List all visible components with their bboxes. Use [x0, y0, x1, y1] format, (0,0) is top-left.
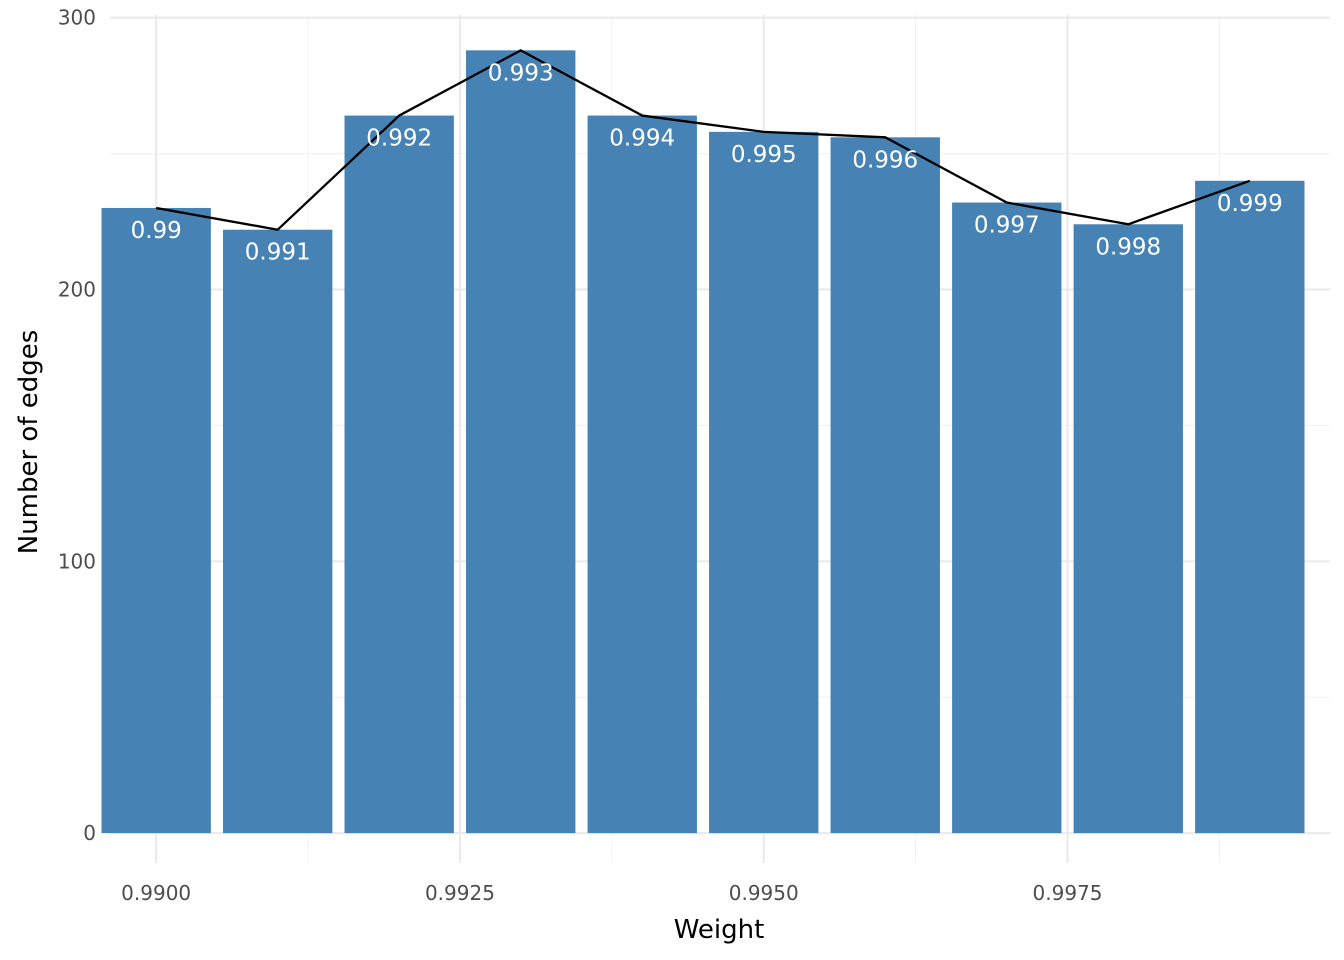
bar-value-label: 0.991	[245, 240, 311, 266]
trend-line-layer	[155, 49, 1251, 231]
bar	[830, 137, 940, 834]
x-tick-label: 0.9975	[1033, 881, 1103, 905]
bar	[101, 207, 211, 834]
bar	[1073, 224, 1183, 834]
y-axis-title: Number of edges	[14, 330, 44, 555]
x-axis-ticks: 0.9900 0.9925 0.9950 0.9975	[121, 881, 1102, 905]
bar	[709, 131, 819, 834]
x-tick-label: 0.9900	[121, 881, 191, 905]
bar-value-label: 0.996	[852, 147, 918, 173]
x-tick-label: 0.9925	[425, 881, 495, 905]
bar	[587, 115, 697, 834]
bar	[952, 202, 1062, 834]
bar	[223, 229, 333, 834]
x-axis-title: Weight	[674, 915, 765, 945]
bar-value-label: 0.992	[366, 126, 432, 152]
bar	[1195, 180, 1305, 834]
bar-labels: 0.99 0.991 0.992 0.993 0.994 0.995 0.996 0.997 0…	[131, 60, 1283, 265]
bar-value-label: 0.99	[131, 218, 182, 244]
y-tick-label: 100	[58, 549, 96, 573]
bar-value-label: 0.998	[1095, 234, 1161, 260]
bar-value-label: 0.999	[1217, 191, 1283, 217]
bar	[466, 50, 576, 834]
bar-value-label: 0.994	[609, 126, 675, 152]
bar-value-label: 0.993	[488, 60, 554, 86]
y-tick-label: 300	[58, 6, 96, 30]
bar-value-label: 0.995	[731, 142, 797, 168]
y-axis-ticks: 0 100 200 300	[58, 6, 96, 845]
x-tick-label: 0.9950	[729, 881, 799, 905]
bar	[344, 115, 454, 834]
y-tick-label: 0	[83, 821, 96, 845]
bars	[101, 50, 1305, 834]
y-tick-label: 200	[58, 278, 96, 302]
trend-line	[155, 49, 1251, 231]
bar-value-label: 0.997	[974, 213, 1040, 239]
